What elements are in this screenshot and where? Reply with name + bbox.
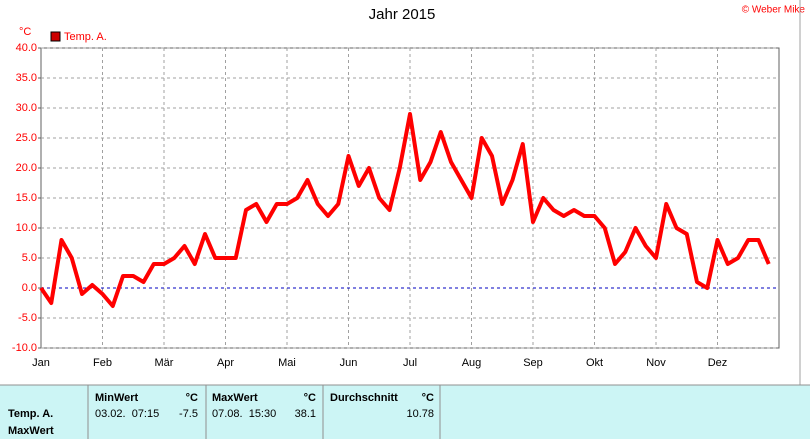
cell-value: 38.1 bbox=[295, 408, 316, 420]
legend-swatch bbox=[50, 31, 61, 42]
plot-area: -10.0 -5.0 0.0 5.0 10.0 15.0 20.0 25.0 30.0 35.0 4… bbox=[12, 42, 780, 369]
x-tick-label: Aug bbox=[462, 357, 482, 369]
chart-title: Jahr 2015 bbox=[369, 6, 436, 23]
x-tick-label: Okt bbox=[586, 357, 603, 369]
chart-background bbox=[0, 0, 810, 385]
cell-value: -7.5 bbox=[179, 408, 198, 420]
y-tick-label: 10.0 bbox=[16, 222, 37, 234]
x-tick-label: Jun bbox=[340, 357, 358, 369]
row-label: Temp. A. bbox=[8, 408, 53, 420]
summary-background bbox=[0, 385, 810, 439]
column-unit: °C bbox=[304, 392, 316, 404]
y-tick-label: 35.0 bbox=[16, 72, 37, 84]
column-header: MinWert bbox=[95, 392, 139, 404]
data-line bbox=[39, 112, 771, 308]
x-tick-label: Feb bbox=[93, 357, 112, 369]
x-tick-label: Jul bbox=[403, 357, 417, 369]
x-tick-label: Jan bbox=[32, 357, 50, 369]
legend-label: Temp. A. bbox=[64, 31, 107, 43]
cell-time: 07.08. 15:30 bbox=[212, 408, 276, 420]
cell-value: 10.78 bbox=[406, 408, 434, 420]
y-tick-label: 0.0 bbox=[22, 282, 37, 294]
y-tick-label: 15.0 bbox=[16, 192, 37, 204]
credit: © Weber Mike bbox=[742, 5, 806, 16]
column-unit: °C bbox=[422, 392, 434, 404]
column-header: Durchschnitt bbox=[330, 392, 398, 404]
column-header: MaxWert bbox=[212, 392, 258, 404]
x-tick-label: Mär bbox=[155, 357, 174, 369]
cell-time: 03.02. 07:15 bbox=[95, 408, 159, 420]
x-tick-label: Dez bbox=[708, 357, 728, 369]
y-tick-label: 5.0 bbox=[22, 252, 37, 264]
y-tick-label: -10.0 bbox=[12, 342, 37, 354]
row-label: MaxWert bbox=[8, 425, 54, 437]
y-tick-label: 20.0 bbox=[16, 162, 37, 174]
y-tick-label: 30.0 bbox=[16, 102, 37, 114]
y-tick-label: 25.0 bbox=[16, 132, 37, 144]
column-unit: °C bbox=[186, 392, 198, 404]
x-tick-label: Sep bbox=[523, 357, 543, 369]
y-tick-label: 40.0 bbox=[16, 42, 37, 54]
x-tick-label: Nov bbox=[646, 357, 666, 369]
x-tick-label: Mai bbox=[278, 357, 296, 369]
x-tick-label: Apr bbox=[217, 357, 234, 369]
y-tick-label: -5.0 bbox=[18, 312, 37, 324]
y-axis-unit: °C bbox=[19, 26, 31, 38]
